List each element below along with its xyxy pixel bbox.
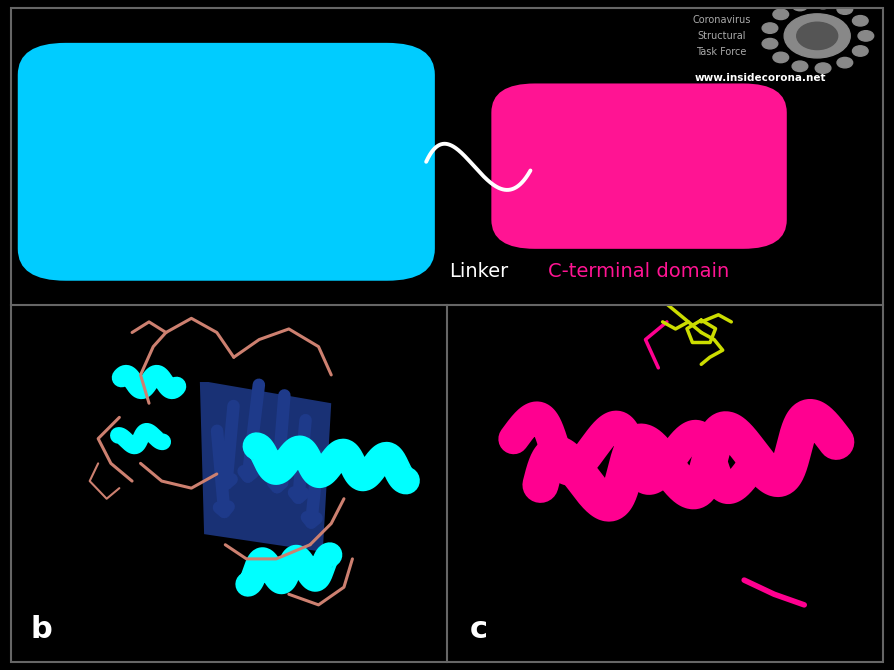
Text: Linker: Linker	[449, 262, 508, 281]
Circle shape	[792, 0, 808, 11]
Circle shape	[763, 23, 778, 34]
Polygon shape	[200, 382, 332, 552]
Text: b: b	[30, 615, 52, 644]
Circle shape	[853, 15, 868, 26]
Circle shape	[815, 0, 831, 9]
Circle shape	[773, 9, 789, 19]
Circle shape	[792, 61, 808, 72]
Circle shape	[837, 58, 853, 68]
Text: C-terminal domain: C-terminal domain	[548, 262, 730, 281]
Text: a: a	[57, 246, 78, 275]
Circle shape	[815, 63, 831, 74]
Text: www.insidecorona.net: www.insidecorona.net	[695, 73, 826, 83]
Text: N-terminal domain: N-terminal domain	[139, 262, 322, 281]
Circle shape	[837, 4, 853, 14]
Text: Coronavirus: Coronavirus	[693, 15, 751, 25]
Circle shape	[853, 46, 868, 56]
Text: Structural: Structural	[697, 31, 746, 42]
Circle shape	[858, 31, 873, 41]
Circle shape	[784, 14, 850, 58]
FancyBboxPatch shape	[492, 84, 787, 249]
Circle shape	[797, 22, 838, 50]
Circle shape	[773, 52, 789, 63]
FancyBboxPatch shape	[18, 43, 434, 281]
Text: Task Force: Task Force	[696, 48, 746, 58]
Text: c: c	[469, 615, 487, 644]
Circle shape	[763, 38, 778, 49]
